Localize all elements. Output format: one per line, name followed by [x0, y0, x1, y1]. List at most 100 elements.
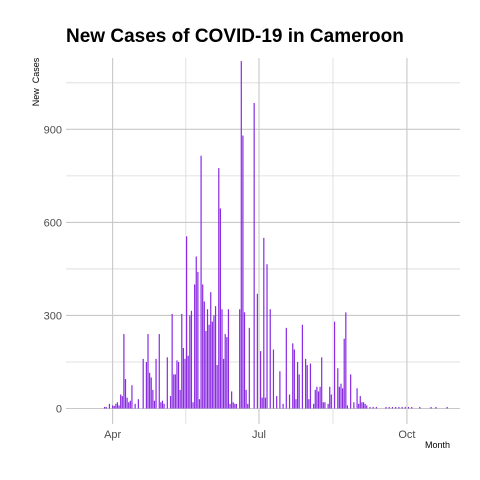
bar: [200, 155, 202, 409]
bar: [120, 394, 122, 409]
bar: [173, 374, 175, 409]
bar: [214, 306, 217, 409]
bar: [218, 168, 220, 409]
bar: [147, 334, 149, 409]
bar: [176, 360, 178, 409]
bar: [234, 403, 236, 409]
bar: [213, 315, 215, 409]
bar: [189, 315, 191, 409]
bar: [205, 330, 207, 409]
bar: [385, 406, 387, 409]
bar: [202, 284, 204, 409]
bar: [211, 321, 213, 409]
bar: [184, 358, 186, 409]
bar: [145, 361, 148, 409]
bar: [108, 403, 111, 409]
bar: [316, 386, 318, 409]
bar: [243, 312, 246, 409]
bar: [266, 264, 268, 409]
bar: [263, 237, 265, 409]
bar: [163, 403, 165, 409]
bar: [239, 309, 241, 409]
bar: [272, 349, 275, 409]
bar: [181, 313, 183, 409]
bar: [353, 402, 355, 409]
bar: [398, 406, 400, 409]
bar: [391, 406, 394, 409]
bar: [179, 389, 181, 409]
bar: [195, 256, 197, 409]
bar: [369, 406, 371, 409]
bar: [375, 406, 377, 409]
bar: [411, 406, 413, 409]
bar: [309, 363, 312, 409]
bar: [372, 406, 374, 409]
bar: [285, 327, 287, 409]
bar: [169, 396, 172, 409]
bar: [171, 313, 173, 409]
bar: [446, 406, 448, 409]
bar: [150, 377, 152, 409]
bar: [305, 358, 307, 409]
bar: [404, 406, 406, 409]
bar: [166, 357, 168, 409]
bar: [359, 396, 361, 409]
bar: [242, 135, 244, 409]
y-tick-label: 900: [44, 124, 62, 136]
bar: [333, 321, 336, 409]
bar: [358, 403, 360, 409]
bar: [276, 396, 278, 409]
bar: [222, 358, 225, 409]
bar: [327, 403, 329, 409]
bar: [264, 397, 267, 409]
bar: [313, 403, 315, 409]
bar: [361, 402, 363, 409]
bar: [197, 272, 199, 409]
bar: [118, 405, 120, 409]
bar: [160, 402, 162, 409]
bar: [337, 368, 339, 409]
bar: [356, 388, 358, 409]
bar: [388, 406, 390, 409]
bar: [248, 327, 250, 409]
bar: [194, 284, 196, 409]
bar: [261, 397, 263, 409]
bar: [177, 361, 180, 409]
x-tick-label: Apr: [104, 429, 121, 441]
bar: [116, 402, 119, 409]
bar: [298, 374, 300, 409]
bar: [192, 402, 194, 409]
bar: [259, 351, 262, 409]
bar: [155, 358, 157, 409]
bar: [131, 385, 133, 409]
bar: [198, 399, 201, 409]
bar: [123, 334, 125, 409]
bar: [269, 309, 271, 409]
bar: [128, 402, 130, 409]
bar: [153, 400, 156, 409]
bar: [210, 292, 212, 409]
bar: [245, 389, 247, 409]
bar: [362, 402, 365, 409]
bar: [240, 61, 242, 409]
bar: [282, 403, 284, 409]
bar: [306, 365, 308, 409]
bar: [329, 386, 331, 409]
bar: [190, 310, 193, 409]
bar: [229, 403, 231, 409]
bar: [346, 405, 349, 409]
bar: [129, 400, 131, 409]
bar: [253, 102, 255, 409]
bar: [142, 358, 144, 409]
bar: [105, 406, 107, 409]
bar: [419, 406, 421, 409]
bar: [174, 374, 176, 409]
bar: [203, 301, 205, 409]
bar: [401, 406, 403, 409]
bar: [219, 208, 221, 409]
bar: [279, 371, 281, 409]
bar: [227, 309, 230, 409]
bar: [338, 386, 340, 409]
bar: [158, 334, 160, 409]
